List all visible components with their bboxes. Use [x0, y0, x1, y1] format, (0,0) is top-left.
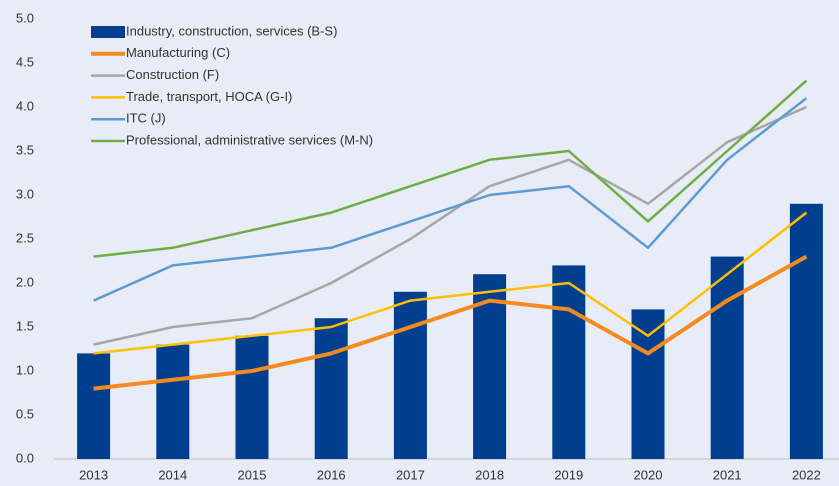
x-tick-label: 2018 — [475, 467, 504, 482]
legend-label: Professional, administrative services (M… — [126, 132, 373, 147]
x-tick-label: 2013 — [79, 467, 108, 482]
bar — [314, 318, 348, 459]
y-tick-label: 3.0 — [16, 186, 34, 201]
y-tick-label: 1.0 — [16, 362, 34, 377]
line-series — [93, 97, 808, 302]
bar — [235, 335, 269, 459]
y-tick-label: 1.5 — [16, 318, 34, 333]
line-series — [93, 254, 808, 391]
bar — [552, 265, 586, 459]
line-series — [93, 211, 808, 355]
x-tick-label: 2020 — [634, 467, 663, 482]
y-tick-label: 0.0 — [16, 450, 34, 465]
y-tick-label: 2.0 — [16, 274, 34, 289]
y-tick-label: 3.5 — [16, 142, 34, 157]
x-tick-label: 2017 — [396, 467, 425, 482]
x-tick-label: 2014 — [158, 467, 187, 482]
y-tick-label: 2.5 — [16, 230, 34, 245]
bar — [393, 291, 427, 459]
x-tick-label: 2019 — [554, 467, 583, 482]
y-tick-label: 5.0 — [16, 10, 34, 25]
x-tick-label: 2021 — [713, 467, 742, 482]
x-tick-label: 2022 — [792, 467, 821, 482]
line-series — [93, 79, 808, 258]
y-tick-label: 4.0 — [16, 98, 34, 113]
bar — [789, 203, 823, 459]
x-tick-label: 2015 — [238, 467, 267, 482]
legend-label: Manufacturing (C) — [126, 45, 230, 60]
bar — [77, 353, 111, 459]
bar — [710, 256, 744, 459]
bar — [631, 309, 665, 459]
y-tick-label: 4.5 — [16, 54, 34, 69]
x-tick-label: 2016 — [317, 467, 346, 482]
legend-label: ITC (J) — [126, 111, 166, 126]
bar — [156, 344, 190, 459]
legend-swatch — [91, 26, 125, 38]
y-tick-label: 0.5 — [16, 406, 34, 421]
legend-label: Construction (F) — [126, 67, 219, 82]
line-series — [93, 105, 807, 346]
legend-label: Trade, transport, HOCA (G-I) — [126, 89, 292, 104]
legend-label: Industry, construction, services (B-S) — [126, 23, 337, 38]
